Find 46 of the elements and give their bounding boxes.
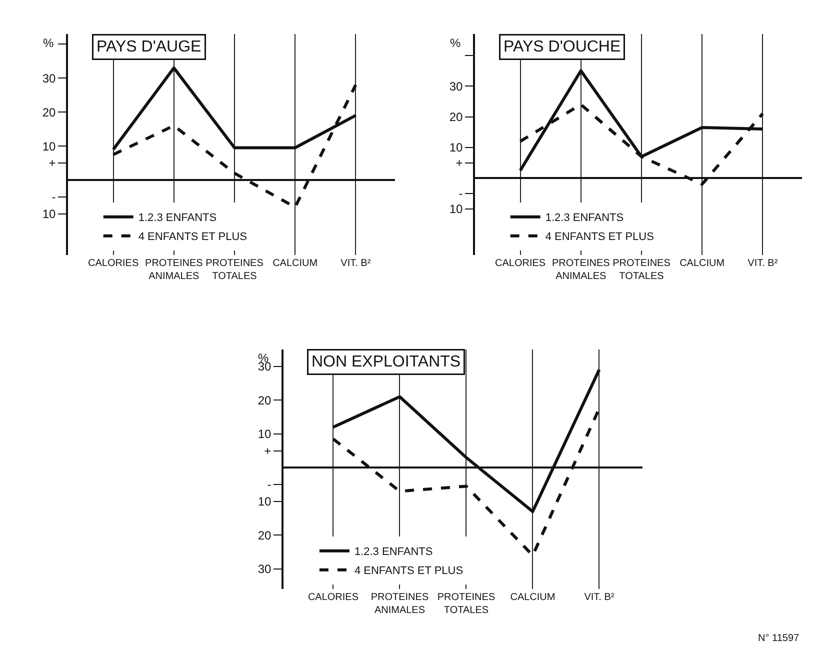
- y-axis-title: %: [450, 36, 461, 50]
- x-tick-label: PROTEINES ANIMALES: [145, 258, 204, 282]
- y-tick-label: +: [264, 444, 272, 458]
- x-tick-label: VIT. B²: [584, 592, 615, 604]
- y-tick-label: -: [267, 478, 272, 492]
- x-tick-label: CALORIES: [495, 258, 546, 269]
- x-tick-label: CALORIES: [88, 258, 139, 269]
- y-tick-label: -: [52, 190, 56, 204]
- x-tick-label: PROTEINES TOTALES: [612, 258, 671, 282]
- x-tick-label: CALORIES: [308, 592, 359, 604]
- x-tick-label: PROTEINES TOTALES: [437, 592, 496, 616]
- x-tick-label: VIT. B²: [748, 258, 778, 269]
- legend-label: 4 ENFANTS ET PLUS: [545, 231, 654, 244]
- y-tick-label: 20: [258, 393, 272, 408]
- y-tick-label: +: [456, 156, 463, 170]
- y-axis-title: %: [43, 36, 54, 50]
- x-tick-label: PROTEINES TOTALES: [206, 258, 264, 282]
- y-tick-label: 10: [258, 427, 272, 442]
- legend-label: 1.2.3 ENFANTS: [545, 212, 624, 224]
- y-tick-label: 10: [449, 140, 464, 155]
- y-tick-label: 10: [42, 207, 56, 222]
- x-tick-label: CALCIUM: [510, 592, 556, 604]
- chart-title: NON EXPLOITANTS: [312, 354, 461, 370]
- x-tick-label: PROTEINES ANIMALES: [552, 258, 610, 282]
- y-tick-label: 20: [42, 105, 56, 120]
- y-tick-label: +: [48, 156, 56, 170]
- y-tick-label: 10: [42, 139, 56, 154]
- y-tick-label: 30: [42, 71, 56, 86]
- y-tick-label: 20: [258, 528, 272, 542]
- legend-label: 1.2.3 ENFANTS: [354, 546, 433, 558]
- x-tick-label: CALCIUM: [680, 258, 725, 269]
- legend-label: 4 ENFANTS ET PLUS: [138, 231, 247, 244]
- legend-label: 4 ENFANTS ET PLUS: [354, 565, 464, 578]
- chart-title: PAYS D'AUGE: [96, 38, 202, 56]
- y-tick-label: 20: [449, 110, 464, 124]
- y-tick-label: -: [458, 186, 463, 201]
- legend-label: 1.2.3 ENFANTS: [138, 212, 217, 224]
- text: N° 11597: [758, 633, 800, 644]
- x-tick-label: VIT. B²: [340, 258, 372, 269]
- y-tick-label: 30: [258, 562, 272, 576]
- y-tick-label: 10: [449, 202, 464, 216]
- y-tick-label: 30: [449, 79, 464, 94]
- y-tick-label: 10: [258, 494, 272, 509]
- x-tick-label: PROTEINES ANIMALES: [370, 592, 429, 616]
- chart-title: PAYS D'OUCHE: [504, 38, 621, 56]
- x-tick-label: CALCIUM: [272, 258, 318, 269]
